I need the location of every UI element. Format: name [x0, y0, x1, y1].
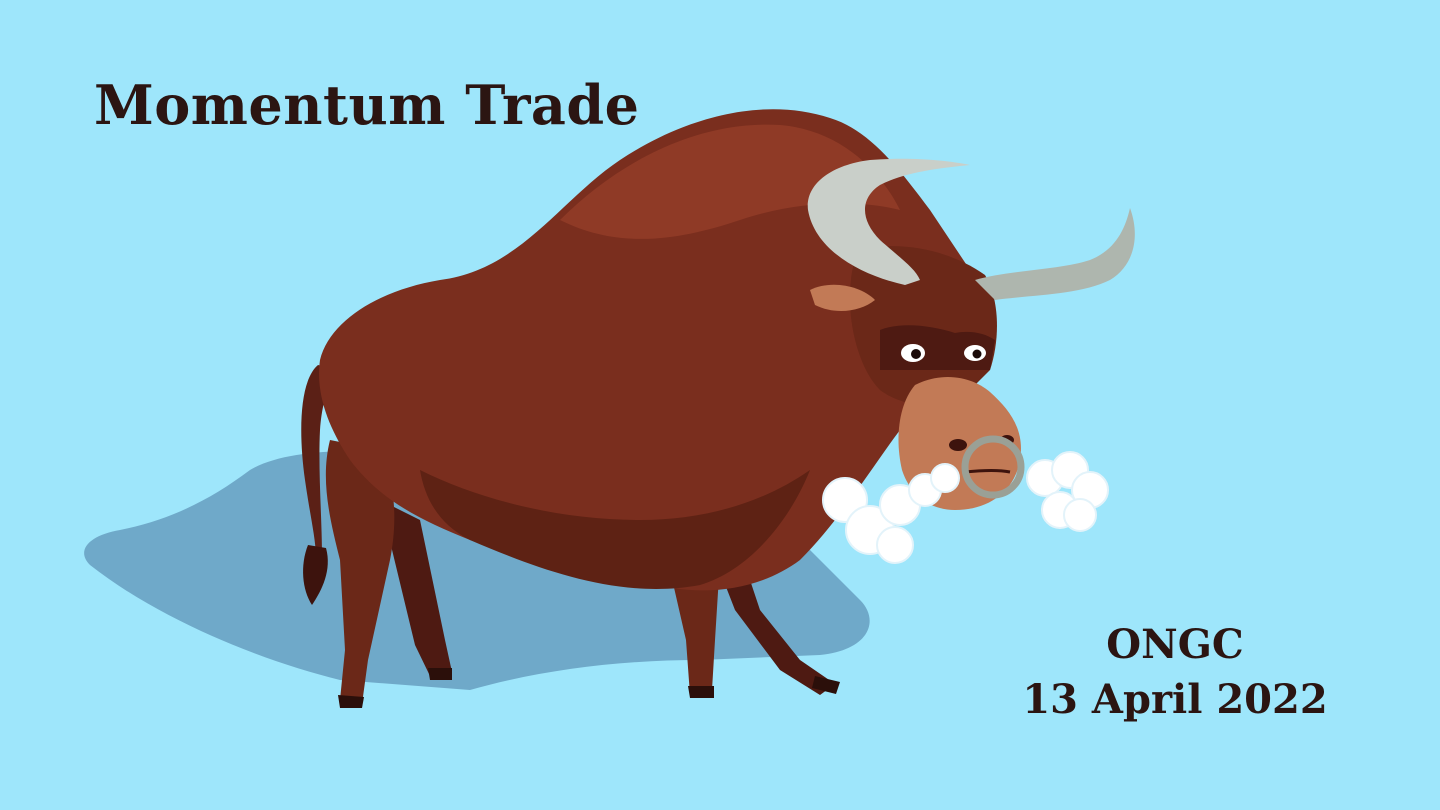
bull-tail	[301, 365, 340, 556]
bull-belly-shade	[420, 470, 810, 589]
bull-hoof-back	[338, 695, 364, 708]
bull-mouth	[964, 469, 1011, 474]
bull-pupil-left	[911, 349, 921, 359]
bull-horn-left	[807, 158, 970, 285]
bull-hoof-front	[688, 686, 714, 698]
page-title: Momentum Trade	[94, 73, 640, 137]
bull-pupil-right	[972, 349, 982, 359]
bull-hoof-front-far	[812, 676, 840, 694]
bull-back-leg-far	[380, 500, 452, 676]
bull-back-leg-near	[325, 440, 395, 704]
bull-nostril-left	[949, 439, 967, 451]
stock-ticker: ONGC	[1106, 621, 1244, 668]
bull-ear	[810, 284, 875, 312]
bull-nose-ring	[961, 435, 1025, 499]
bull-horn-right	[975, 208, 1135, 300]
bull-tail-tuft	[303, 545, 328, 605]
stock-caption: ONGC 13 April 2022	[1010, 620, 1340, 728]
breath-puff-left	[822, 463, 960, 564]
trade-date: 13 April 2022	[1022, 676, 1328, 723]
bull-hoof-back-far	[428, 668, 452, 680]
breath-puff-right	[1026, 451, 1109, 532]
bull-hump-highlight	[560, 124, 900, 239]
